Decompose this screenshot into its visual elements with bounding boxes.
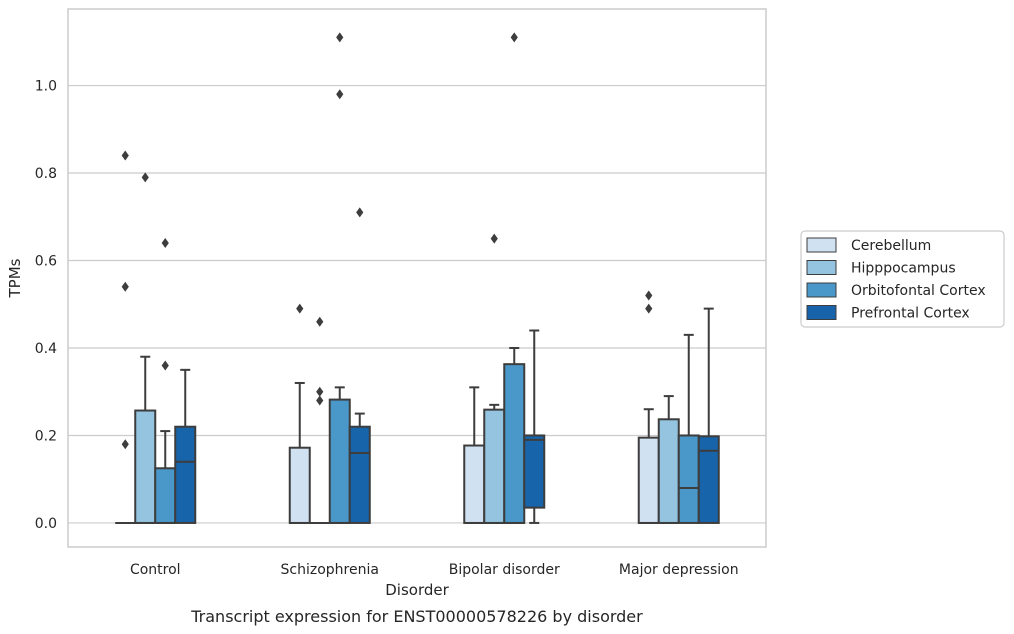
box-0-3 — [174, 368, 197, 524]
box-0-0 — [115, 150, 136, 524]
box-2-1 — [483, 233, 506, 524]
box-0-2 — [154, 238, 177, 524]
x-tick-label: Schizophrenia — [281, 562, 379, 578]
y-tick-label: 0.8 — [35, 166, 57, 182]
outlier-point — [161, 360, 169, 371]
legend-label: Orbitofontal Cortex — [851, 283, 986, 299]
box-body — [503, 363, 526, 524]
box-body — [523, 434, 546, 509]
box-layer — [115, 32, 720, 524]
box-body — [154, 467, 177, 524]
box-3-2 — [677, 333, 700, 524]
outlier-point — [645, 290, 653, 301]
legend-swatch — [806, 282, 837, 298]
outlier-point — [356, 207, 364, 218]
legend-swatch — [806, 260, 837, 275]
legend-label: Cerebellum — [851, 238, 931, 254]
outlier-point — [510, 32, 518, 43]
x-tick-labels: Control Schizophrenia Bipolar disorder Majo… — [130, 562, 739, 578]
outlier-point — [336, 89, 344, 100]
box-3-0 — [637, 290, 660, 524]
legend-label: Prefrontal Cortex — [851, 306, 970, 322]
legend-label: Hipppocampus — [851, 261, 956, 277]
y-axis-label: TPMs — [6, 258, 24, 298]
y-tick-label: 0.4 — [35, 341, 57, 357]
x-axis-label: Disorder — [385, 581, 449, 599]
outlier-point — [336, 32, 344, 43]
box-2-2 — [503, 32, 526, 524]
box-0-1 — [134, 172, 157, 524]
box-body — [288, 446, 311, 524]
box-body — [463, 444, 486, 524]
outlier-point — [316, 316, 324, 327]
box-body — [637, 436, 660, 524]
outlier-point — [490, 233, 498, 244]
box-1-0 — [288, 303, 311, 524]
box-body — [697, 435, 720, 524]
y-tick-label: 0.2 — [35, 428, 57, 444]
outlier-point — [296, 303, 304, 314]
outlier-point — [141, 172, 149, 183]
y-tick-label: 0.6 — [35, 254, 57, 270]
box-body — [174, 425, 197, 524]
box-2-0 — [463, 386, 486, 524]
legend-frame — [800, 230, 1005, 328]
box-3-3 — [697, 307, 720, 524]
outlier-point — [316, 395, 324, 406]
box-body — [657, 418, 680, 524]
x-tick-label: Control — [130, 562, 181, 578]
box-2-3 — [523, 329, 546, 524]
legend-swatch — [806, 237, 837, 253]
box-1-1 — [309, 316, 330, 524]
box-body — [134, 409, 157, 524]
box-3-1 — [657, 395, 680, 524]
x-tick-label: Bipolar disorder — [449, 562, 560, 578]
box-body — [328, 398, 351, 524]
box-body — [348, 425, 371, 524]
plot-frame — [67, 8, 767, 548]
outlier-point — [121, 150, 129, 161]
x-tick-label: Major depression — [619, 562, 739, 578]
outlier-point — [161, 238, 169, 249]
box-1-2 — [328, 32, 351, 524]
box-body — [483, 408, 506, 524]
legend-swatch — [806, 305, 837, 320]
outlier-point — [316, 386, 324, 397]
outlier-point — [121, 439, 129, 450]
y-tick-label: 0.0 — [35, 516, 57, 532]
box-1-3 — [348, 207, 371, 524]
box-body — [677, 434, 700, 524]
y-tick-labels: 0.0 0.2 0.4 0.6 0.8 1.0 — [35, 79, 57, 532]
y-tick-label: 1.0 — [35, 79, 57, 95]
outlier-point — [645, 303, 653, 314]
legend: Cerebellum Hipppocampus Orbitofontal Corte… — [800, 230, 1005, 328]
outlier-point — [121, 281, 129, 292]
chart-caption: Transcript expression for ENST0000057822… — [190, 607, 643, 626]
